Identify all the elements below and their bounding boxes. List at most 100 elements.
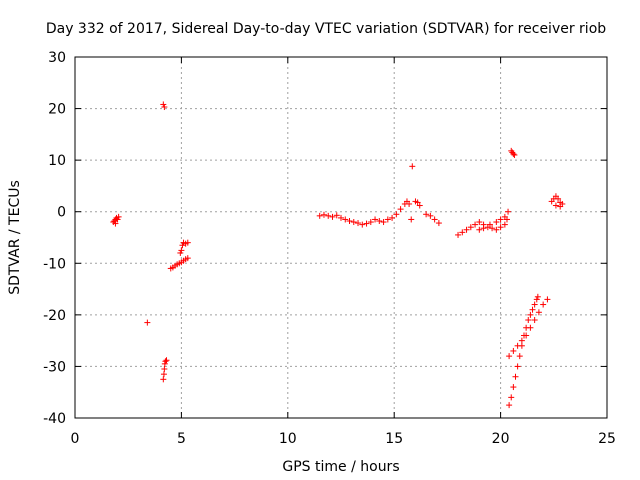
x-tick-label: 0	[71, 431, 80, 447]
data-point	[531, 317, 538, 324]
data-point	[467, 224, 474, 231]
data-point	[355, 220, 362, 227]
data-point	[325, 212, 332, 219]
data-point	[416, 202, 423, 209]
data-point	[161, 360, 168, 367]
data-point	[476, 219, 483, 226]
data-point	[505, 208, 512, 215]
grid-lines	[75, 57, 607, 418]
data-point	[363, 220, 370, 227]
data-point	[506, 402, 513, 409]
data-point	[497, 216, 504, 223]
data-point	[162, 358, 169, 365]
chart-title: Day 332 of 2017, Sidereal Day-to-day VTE…	[46, 21, 606, 37]
data-point	[527, 311, 534, 318]
data-point	[552, 202, 559, 209]
data-point	[342, 216, 349, 223]
data-point	[177, 249, 184, 256]
data-point	[414, 199, 421, 206]
y-tick-label: -20	[43, 308, 66, 324]
data-point	[455, 231, 462, 238]
x-axis-label: GPS time / hours	[282, 459, 399, 475]
data-point	[472, 221, 479, 228]
data-point	[409, 163, 416, 170]
data-point	[533, 296, 540, 303]
x-tick-label: 10	[279, 431, 297, 447]
data-point	[316, 212, 323, 219]
data-point	[510, 150, 517, 157]
data-point	[476, 226, 483, 233]
data-point	[329, 213, 336, 220]
data-point	[514, 342, 521, 349]
data-point	[501, 213, 508, 220]
data-point	[427, 212, 434, 219]
data-point	[161, 104, 168, 111]
y-tick-label: -40	[43, 411, 66, 427]
data-point	[523, 332, 530, 339]
data-point	[493, 219, 500, 226]
data-point	[540, 301, 547, 308]
data-point	[367, 219, 374, 226]
data-point	[346, 217, 353, 224]
data-point	[184, 255, 191, 262]
data-point	[384, 216, 391, 223]
data-point	[389, 214, 396, 221]
data-point	[160, 371, 167, 378]
data-point	[372, 216, 379, 223]
data-point	[423, 211, 430, 218]
y-tick-label: -30	[43, 359, 66, 375]
data-point	[160, 376, 167, 383]
data-point	[338, 214, 344, 221]
data-point	[535, 309, 542, 316]
data-point	[184, 239, 191, 246]
data-point	[544, 296, 551, 303]
data-point	[112, 220, 119, 227]
data-point	[506, 353, 513, 360]
data-point	[408, 216, 415, 223]
data-point	[527, 324, 534, 331]
data-point	[114, 216, 121, 223]
data-point	[161, 366, 168, 373]
data-point	[163, 357, 170, 364]
data-point	[489, 225, 496, 232]
data-points	[110, 101, 566, 409]
tick-labels: 0 5 10 15 20 25 -40 -30 -20 -10 0 10 20 30	[43, 50, 616, 447]
data-point	[486, 221, 493, 228]
data-point	[115, 213, 122, 220]
y-tick-label: 0	[57, 205, 66, 221]
x-tick-label: 15	[385, 431, 403, 447]
data-point	[493, 226, 500, 233]
data-point	[179, 242, 186, 249]
data-point	[497, 224, 504, 231]
data-point	[512, 373, 519, 380]
data-point	[435, 220, 442, 227]
data-point	[459, 229, 466, 236]
data-point	[510, 347, 517, 354]
data-point	[508, 394, 515, 401]
data-point	[397, 206, 404, 213]
y-tick-label: 10	[48, 153, 66, 169]
data-point	[557, 203, 564, 210]
y-axis-label: SDTVAR / TECUs	[7, 180, 23, 295]
data-point	[178, 247, 185, 254]
data-point	[555, 195, 562, 202]
data-point	[320, 211, 327, 218]
x-tick-label: 5	[177, 431, 186, 447]
data-point	[160, 101, 167, 108]
x-tick-label: 20	[492, 431, 510, 447]
data-point	[501, 221, 508, 228]
data-point	[531, 301, 538, 308]
y-tick-label: 20	[48, 102, 66, 118]
data-point	[525, 317, 532, 324]
data-point	[514, 363, 521, 370]
data-point	[529, 306, 536, 313]
data-point	[333, 212, 340, 219]
data-point	[534, 293, 541, 300]
x-tick-label: 25	[598, 431, 616, 447]
data-point	[380, 219, 387, 226]
data-point	[406, 200, 413, 207]
data-point	[510, 384, 517, 391]
data-point	[431, 216, 438, 223]
